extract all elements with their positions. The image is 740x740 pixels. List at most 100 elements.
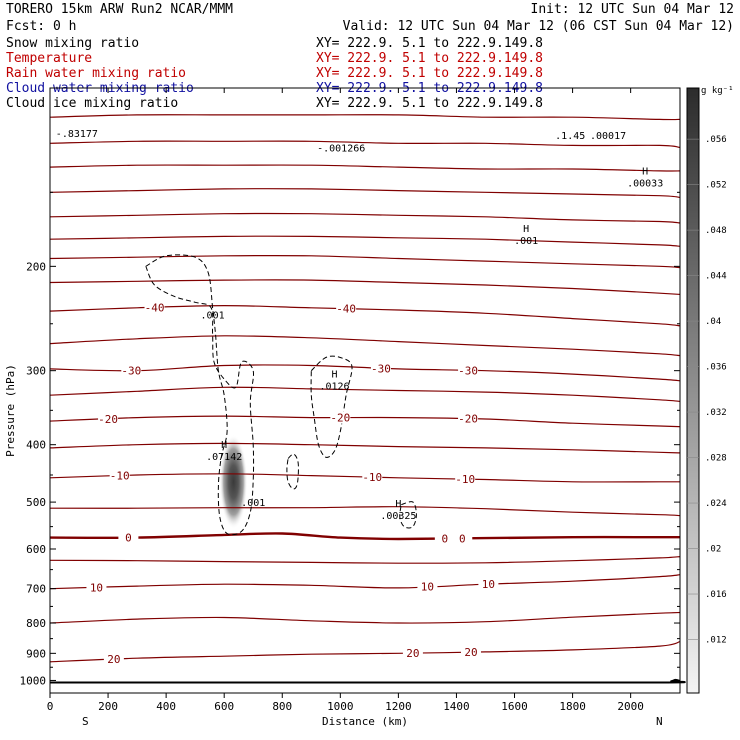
isotherm-line — [49, 212, 681, 224]
isotherm-line — [49, 364, 681, 382]
isotherm-label: -40 — [336, 303, 356, 316]
isotherm-label-bg — [434, 532, 455, 545]
isotherm-line — [49, 235, 681, 247]
colorbar-tick-label: .048 — [705, 226, 727, 236]
y-tick-label: 900 — [26, 647, 46, 660]
y-tick-label: 200 — [26, 260, 46, 273]
y-tick-label: 700 — [26, 583, 46, 596]
isotherm-label: -30 — [371, 362, 391, 375]
y-tick-label: 1000 — [20, 674, 47, 687]
isotherm-line — [49, 473, 680, 483]
isotherm-label-bg — [121, 364, 142, 377]
run-title: TORERO 15km ARW Run2 NCAR/MMM — [6, 2, 233, 17]
isotherm-label: 0 — [442, 532, 449, 545]
isotherm-label: -30 — [458, 364, 478, 377]
terrain-line — [50, 678, 686, 684]
colorbar-ticks: .012 .016 .02 .024 .028 .032 .036 .04 .044 .048 .0… — [687, 135, 727, 646]
colorbar-tick-label: .032 — [705, 408, 727, 418]
isotherm-label-bg — [458, 364, 479, 377]
high-value: .00325 — [380, 511, 416, 522]
isotherm-label-bg — [336, 302, 357, 315]
isotherm-label-bg — [452, 532, 473, 545]
high-value: .001 — [514, 236, 538, 247]
isotherm-line — [49, 386, 681, 402]
isotherm-line — [49, 556, 681, 564]
isotherm-line — [49, 140, 681, 149]
colorbar-tick-label: .044 — [705, 272, 727, 282]
isotherm-line — [49, 506, 681, 517]
isotherm-line — [49, 335, 681, 357]
top-contour-label: .00017 — [590, 131, 626, 142]
colorbar-tick-label: .024 — [705, 499, 727, 509]
y-tick-label: 400 — [26, 439, 46, 452]
snow-contour — [399, 501, 417, 529]
field-section-coords: XY= 222.9. 5.1 to 222.9.149.8 — [316, 36, 543, 51]
x-tick-label: 400 — [156, 700, 176, 713]
isotherm-line — [49, 611, 681, 624]
high-marker: H — [642, 167, 648, 178]
x-tick-label: 200 — [98, 700, 118, 713]
high-value: .00033 — [627, 179, 663, 190]
isotherm-label: -20 — [98, 413, 118, 426]
isotherm-label-bg — [98, 412, 119, 425]
colorbar-tick-label: .056 — [705, 135, 727, 145]
x-tick-label: 600 — [214, 700, 234, 713]
isotherm-label: 10 — [482, 578, 495, 591]
south-end-label: S — [82, 715, 89, 728]
isotherm-label-bg — [458, 412, 479, 425]
isotherm-line — [49, 188, 681, 198]
x-tick-label: 1400 — [443, 700, 470, 713]
valid-time: Valid: 12 UTC Sun 04 Mar 12 (06 CST Sun … — [343, 19, 734, 34]
isotherm-label: 0 — [459, 532, 466, 545]
y-tick-label: 300 — [26, 365, 46, 378]
snow-contours — [145, 254, 417, 536]
isotherm-label: -10 — [362, 471, 382, 484]
high-markers: H.07142H.0126H.001H.00033H.00325-.83177-… — [56, 129, 663, 522]
x-tick-label: 1000 — [327, 700, 354, 713]
colorbar-tick-label: .016 — [705, 590, 727, 600]
isotherm-label-bg — [460, 646, 481, 659]
colorbar-tick-label: .052 — [705, 181, 727, 191]
top-contour-label: -.83177 — [56, 129, 98, 140]
snow-contour — [286, 453, 299, 490]
isotherm-line — [49, 415, 681, 428]
isotherm-label: 0 — [125, 532, 132, 545]
field-legend: Snow mixing ratio XY= 222.9. 5.1 to 222.9… — [6, 36, 543, 111]
isotherm-label: 20 — [406, 647, 419, 660]
x-tick-label: 0 — [47, 700, 54, 713]
isotherm-label: -40 — [145, 301, 165, 314]
high-marker: H — [523, 224, 529, 235]
colorbar-tick-label: .012 — [705, 636, 727, 646]
plot-frame — [49, 87, 681, 694]
axes: 0 200 400 600 800 1000 1200 1400 1600 1800 2000200… — [20, 87, 680, 713]
high-value: .0126 — [319, 381, 349, 392]
isotherm-label: 10 — [90, 581, 103, 594]
isotherm-label-bg — [144, 301, 165, 314]
colorbar-tick-label: .036 — [705, 363, 727, 373]
x-tick-label: 1200 — [385, 700, 412, 713]
isotherm-line — [49, 442, 681, 454]
isotherm-label-bg — [362, 471, 383, 484]
y-tick-label: 600 — [26, 543, 46, 556]
field-name: Rain water mixing ratio — [6, 66, 186, 81]
snow-contour-label: .001 — [201, 311, 225, 322]
forecast-hour: Fcst: 0 h — [6, 19, 76, 34]
isotherm-label-bg — [478, 578, 499, 591]
field-name: Cloud ice mixing ratio — [6, 96, 178, 111]
y-axis-label: Pressure (hPa) — [4, 364, 17, 457]
top-contour-label: -.001266 — [317, 144, 365, 155]
temperature-isotherms — [49, 114, 681, 663]
field-section-coords: XY= 222.9. 5.1 to 222.9.149.8 — [316, 96, 543, 111]
isotherm-line — [49, 532, 680, 541]
isotherm-label-bg — [109, 469, 130, 482]
x-tick-label: 1600 — [501, 700, 528, 713]
isotherm-label: -20 — [330, 412, 350, 425]
isotherm-line — [49, 641, 681, 663]
isotherm-line — [49, 164, 681, 172]
colorbar-tick-label: .04 — [705, 317, 721, 327]
high-marker: H — [221, 440, 227, 451]
isotherm-label-bg — [455, 473, 476, 486]
